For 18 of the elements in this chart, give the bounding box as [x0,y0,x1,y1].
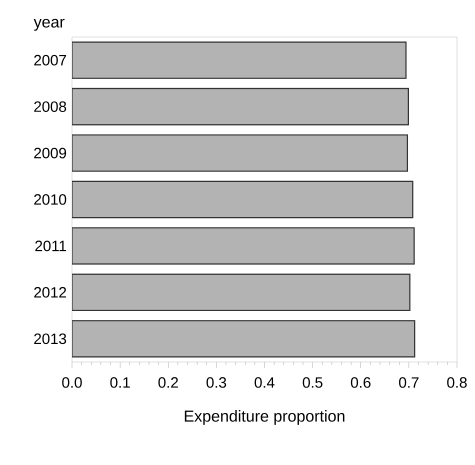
x-tick-label: 0.7 [399,377,419,388]
x-tick-label: 0.3 [206,377,226,388]
y-tick-label: 2008 [34,101,66,112]
y-tick-label: 2012 [34,287,66,298]
x-axis-title: Expenditure proportion [184,410,344,425]
y-tick-label: 2007 [34,54,66,66]
y-axis-title: year [34,18,65,31]
y-tick-label: 2009 [34,148,66,158]
y-tick-label: 2013 [34,333,66,344]
x-tick-label: 0.8 [447,377,467,388]
x-tick-label: 0.1 [110,377,130,388]
x-tick-label: 0.4 [254,377,274,388]
y-tick-label: 2011 [35,240,66,252]
x-tick-label: 0.5 [302,377,322,388]
x-tick-label: 0.0 [62,377,82,388]
x-tick-label: 0.6 [350,377,371,388]
x-tick-label: 0.2 [158,377,178,388]
y-tick-label: 2010 [34,194,66,205]
